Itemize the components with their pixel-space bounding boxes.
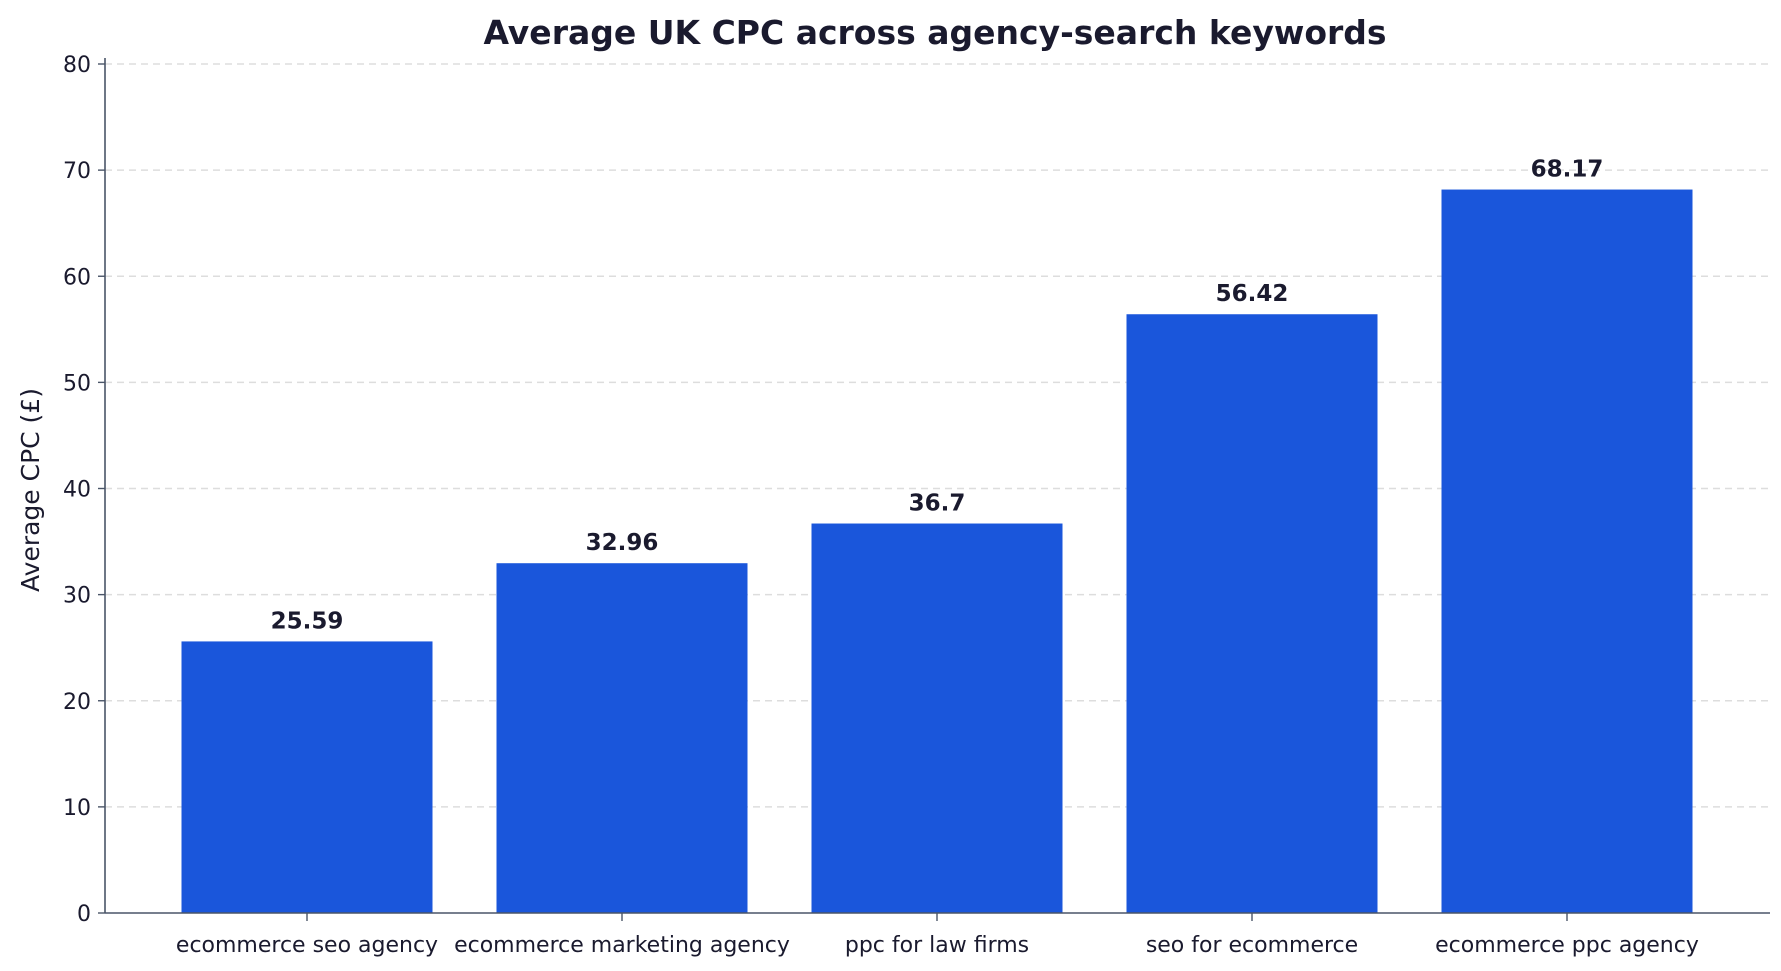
y-axis-label: Average CPC (£) (16, 388, 45, 592)
x-tick-label: seo for ecommerce (1146, 933, 1358, 958)
data-label: 25.59 (271, 608, 344, 634)
y-tick-label: 60 (63, 265, 91, 290)
x-tick-label: ecommerce ppc agency (1435, 933, 1699, 958)
x-tick-label: ecommerce marketing agency (454, 933, 790, 958)
data-label: 68.17 (1531, 157, 1604, 183)
data-label: 36.7 (909, 491, 966, 517)
y-ticks: 0 10 20 30 40 50 60 70 80 (63, 53, 105, 927)
bar (1441, 189, 1693, 913)
bar (496, 563, 748, 913)
data-label: 56.42 (1216, 281, 1289, 307)
y-tick-label: 30 (63, 584, 91, 609)
bar (1126, 314, 1378, 913)
y-tick-label: 20 (63, 690, 91, 715)
y-tick-label: 70 (63, 159, 91, 184)
y-tick-label: 10 (63, 796, 91, 821)
y-tick-label: 80 (63, 53, 91, 78)
x-ticks: ecommerce seo agency ecommerce marketing … (176, 913, 1699, 958)
data-label: 32.96 (586, 530, 659, 556)
x-tick-label: ppc for law firms (845, 933, 1029, 958)
y-tick-label: 50 (63, 371, 91, 396)
bars (181, 189, 1693, 913)
chart-title: Average UK CPC across agency-search keyw… (483, 13, 1386, 52)
y-tick-label: 40 (63, 478, 91, 503)
x-tick-label: ecommerce seo agency (176, 933, 438, 958)
data-labels: 25.59 32.96 36.7 56.42 68.17 (271, 157, 1604, 635)
y-tick-label: 0 (77, 902, 91, 927)
bar (811, 523, 1063, 913)
bar (181, 641, 433, 913)
